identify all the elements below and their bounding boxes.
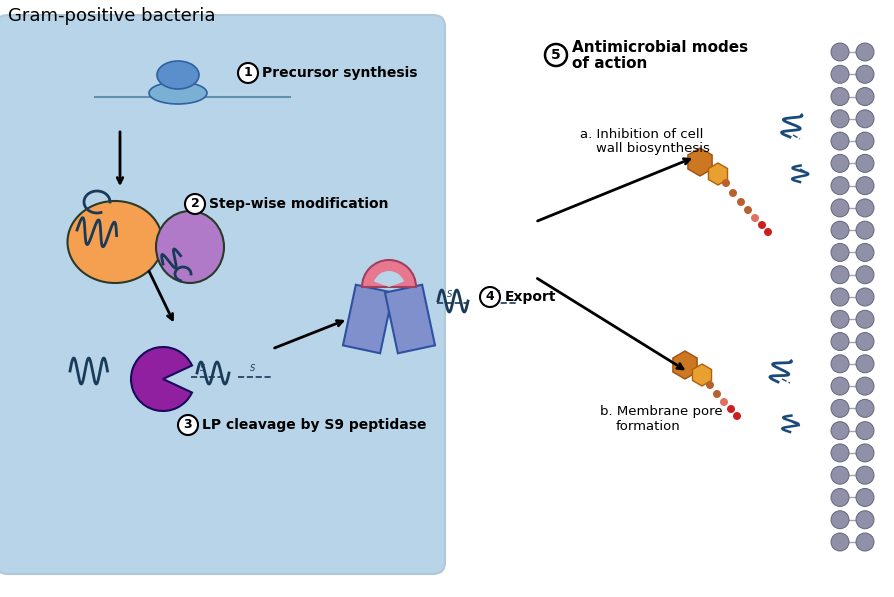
Polygon shape xyxy=(692,364,711,386)
Polygon shape xyxy=(687,148,712,176)
Text: 4: 4 xyxy=(485,291,493,303)
Circle shape xyxy=(855,399,873,417)
Circle shape xyxy=(726,405,734,413)
Ellipse shape xyxy=(156,61,198,89)
Circle shape xyxy=(855,132,873,150)
Circle shape xyxy=(830,510,848,529)
Circle shape xyxy=(855,266,873,284)
Circle shape xyxy=(830,488,848,506)
Circle shape xyxy=(743,206,751,214)
Text: Gram-positive bacteria: Gram-positive bacteria xyxy=(8,7,215,25)
Circle shape xyxy=(855,155,873,173)
Circle shape xyxy=(719,398,727,406)
Circle shape xyxy=(855,421,873,439)
Text: 3: 3 xyxy=(183,418,192,432)
Text: 2: 2 xyxy=(190,198,199,211)
Circle shape xyxy=(830,377,848,395)
Circle shape xyxy=(830,333,848,350)
Circle shape xyxy=(238,63,257,83)
Polygon shape xyxy=(672,351,696,379)
Text: Step-wise modification: Step-wise modification xyxy=(209,197,388,211)
Circle shape xyxy=(705,381,713,389)
Text: S: S xyxy=(447,290,452,299)
Circle shape xyxy=(544,44,567,66)
Text: wall biosynthesis: wall biosynthesis xyxy=(595,143,709,155)
Ellipse shape xyxy=(156,211,224,283)
Circle shape xyxy=(713,390,721,398)
Text: 1: 1 xyxy=(243,66,252,79)
Circle shape xyxy=(855,199,873,217)
Circle shape xyxy=(855,310,873,328)
Circle shape xyxy=(721,179,730,187)
Circle shape xyxy=(185,194,205,214)
Circle shape xyxy=(757,221,765,229)
Text: b. Membrane pore: b. Membrane pore xyxy=(599,405,721,418)
Circle shape xyxy=(830,288,848,306)
Circle shape xyxy=(855,244,873,261)
Wedge shape xyxy=(361,260,416,287)
Circle shape xyxy=(830,533,848,551)
Wedge shape xyxy=(131,347,192,411)
Circle shape xyxy=(763,228,772,236)
Text: S: S xyxy=(494,290,500,299)
Text: Export: Export xyxy=(504,290,556,304)
Circle shape xyxy=(830,399,848,417)
Circle shape xyxy=(830,355,848,373)
Text: a. Inhibition of cell: a. Inhibition of cell xyxy=(579,128,703,141)
Circle shape xyxy=(830,466,848,484)
Text: formation: formation xyxy=(615,420,680,432)
Circle shape xyxy=(750,214,758,222)
Circle shape xyxy=(855,177,873,195)
Circle shape xyxy=(830,310,848,328)
Circle shape xyxy=(855,88,873,106)
Text: S: S xyxy=(250,364,256,373)
Circle shape xyxy=(178,415,198,435)
Polygon shape xyxy=(384,285,434,353)
Circle shape xyxy=(830,221,848,239)
Circle shape xyxy=(830,444,848,462)
Circle shape xyxy=(830,155,848,173)
FancyBboxPatch shape xyxy=(0,15,444,574)
Circle shape xyxy=(830,177,848,195)
Circle shape xyxy=(855,221,873,239)
Text: LP cleavage by S9 peptidase: LP cleavage by S9 peptidase xyxy=(202,418,426,432)
Circle shape xyxy=(830,244,848,261)
Circle shape xyxy=(855,488,873,506)
Circle shape xyxy=(830,132,848,150)
Text: Antimicrobial modes: Antimicrobial modes xyxy=(571,39,747,54)
Circle shape xyxy=(855,533,873,551)
Circle shape xyxy=(830,110,848,128)
Wedge shape xyxy=(374,271,403,287)
Circle shape xyxy=(855,333,873,350)
Circle shape xyxy=(830,266,848,284)
Circle shape xyxy=(729,189,736,197)
Ellipse shape xyxy=(148,82,207,104)
Circle shape xyxy=(855,65,873,83)
Circle shape xyxy=(855,466,873,484)
Ellipse shape xyxy=(67,201,163,283)
Circle shape xyxy=(830,65,848,83)
Polygon shape xyxy=(342,285,392,353)
Circle shape xyxy=(855,288,873,306)
Circle shape xyxy=(830,43,848,61)
Text: Precursor synthesis: Precursor synthesis xyxy=(262,66,417,80)
Text: 5: 5 xyxy=(551,48,561,62)
Circle shape xyxy=(855,377,873,395)
Circle shape xyxy=(830,199,848,217)
Circle shape xyxy=(855,355,873,373)
Text: S: S xyxy=(200,364,206,373)
Circle shape xyxy=(855,43,873,61)
Text: of action: of action xyxy=(571,56,646,70)
Polygon shape xyxy=(708,163,727,185)
Circle shape xyxy=(479,287,500,307)
Circle shape xyxy=(830,88,848,106)
Circle shape xyxy=(855,444,873,462)
Circle shape xyxy=(830,421,848,439)
Circle shape xyxy=(855,510,873,529)
Circle shape xyxy=(732,412,740,420)
Circle shape xyxy=(736,198,744,206)
Circle shape xyxy=(855,110,873,128)
